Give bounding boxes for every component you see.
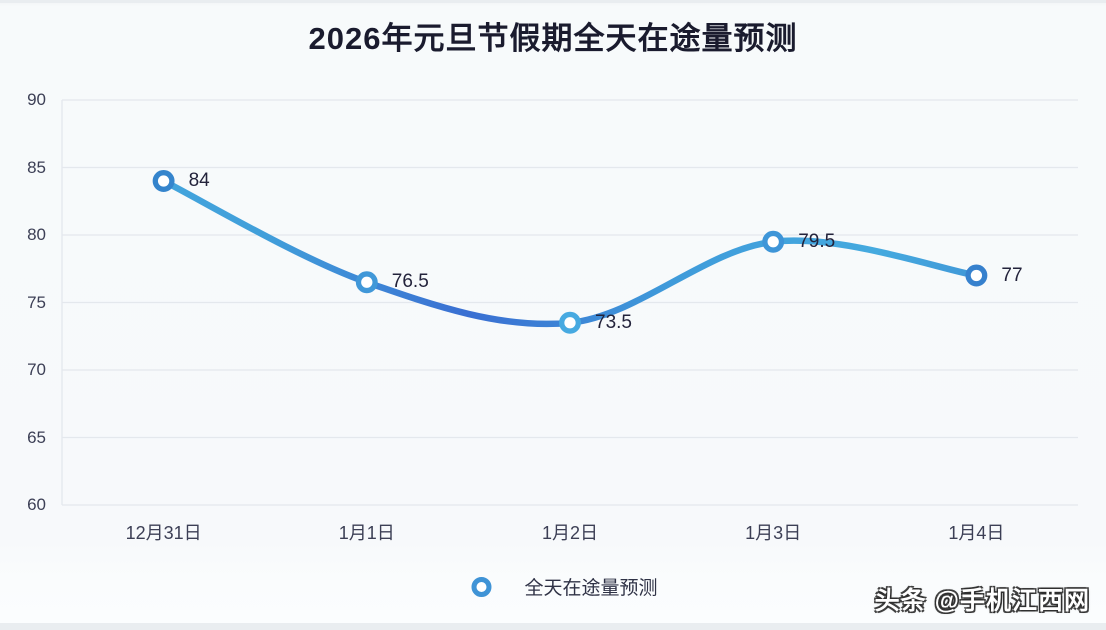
- bottom-border: [0, 623, 1106, 630]
- data-point-label: 77: [1001, 264, 1023, 286]
- legend-line-marker-icon: [449, 576, 514, 597]
- data-point-marker[interactable]: [762, 230, 785, 253]
- x-tick-label: 12月31日: [125, 523, 202, 543]
- data-point-marker[interactable]: [559, 311, 581, 334]
- y-tick-label: 90: [27, 90, 46, 109]
- x-tick-label: 1月4日: [948, 523, 1005, 543]
- data-point-label: 84: [188, 170, 210, 191]
- legend-label: 全天在途量预测: [524, 578, 658, 599]
- y-tick-label: 65: [27, 427, 46, 447]
- y-tick-label: 60: [27, 495, 46, 514]
- y-tick-label: 80: [27, 225, 46, 244]
- data-point-marker[interactable]: [355, 271, 378, 294]
- y-tick-label: 85: [27, 157, 46, 177]
- data-point-marker[interactable]: [152, 170, 175, 192]
- chart-title: 2026年元旦节假期全天在途量预测: [308, 21, 798, 56]
- data-point-label: 73.5: [595, 311, 632, 333]
- watermark: 头条 @手机江西网: [874, 587, 1090, 615]
- data-point-label: 76.5: [391, 271, 429, 293]
- legend-item[interactable]: 全天在途量预测: [448, 573, 658, 600]
- y-tick-label: 75: [27, 292, 46, 312]
- top-border: [0, 0, 1106, 3]
- x-tick-label: 1月1日: [338, 523, 395, 543]
- y-tick-label: 70: [27, 360, 46, 379]
- data-point-label: 79.5: [798, 230, 836, 252]
- x-tick-label: 1月2日: [541, 523, 599, 543]
- data-point-marker[interactable]: [965, 264, 988, 287]
- x-tick-label: 1月3日: [745, 523, 802, 543]
